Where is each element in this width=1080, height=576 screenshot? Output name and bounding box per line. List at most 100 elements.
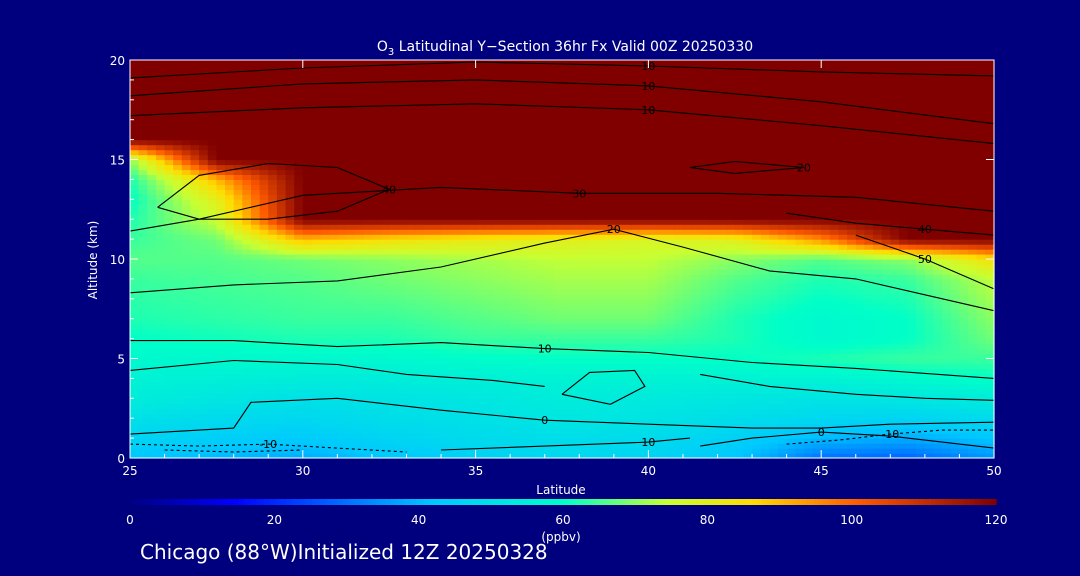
- heatmap-cell: [467, 448, 477, 454]
- heatmap-cell: [536, 438, 546, 444]
- heatmap-cell: [899, 438, 909, 444]
- heatmap-cell: [328, 438, 338, 444]
- heatmap-cell: [415, 283, 425, 290]
- heatmap-cell: [441, 343, 451, 350]
- heatmap-cell: [458, 343, 468, 350]
- heatmap-cell: [553, 383, 563, 389]
- heatmap-cell: [276, 378, 287, 384]
- heatmap-cell: [501, 383, 511, 389]
- heatmap-cell: [847, 293, 857, 300]
- heatmap-cell: [691, 234, 701, 240]
- heatmap-cell: [683, 269, 693, 275]
- heatmap-cell: [302, 249, 312, 255]
- heatmap-cell: [233, 239, 243, 245]
- heatmap-cell: [242, 383, 252, 389]
- heatmap-cell: [518, 209, 528, 215]
- heatmap-cell: [475, 353, 485, 360]
- heatmap-cell: [510, 358, 520, 365]
- heatmap-cell: [562, 313, 572, 320]
- heatmap-cell: [769, 363, 779, 370]
- heatmap-cell: [734, 448, 744, 454]
- heatmap-cell: [916, 288, 926, 295]
- heatmap-cell: [562, 433, 572, 439]
- heatmap-cell: [855, 318, 865, 325]
- heatmap-cell: [743, 413, 753, 419]
- heatmap-cell: [734, 224, 744, 230]
- heatmap-cell: [631, 254, 641, 260]
- heatmap-cell: [795, 368, 805, 374]
- heatmap-cell: [950, 443, 960, 449]
- heatmap-cell: [389, 348, 399, 355]
- heatmap-cell: [976, 348, 986, 355]
- heatmap-cell: [190, 313, 200, 320]
- heatmap-cell: [968, 293, 978, 300]
- heatmap-cell: [432, 244, 442, 250]
- heatmap-cell: [924, 343, 935, 350]
- heatmap-cell: [302, 338, 312, 345]
- heatmap-cell: [225, 423, 235, 429]
- heatmap-cell: [484, 293, 494, 300]
- heatmap-cell: [596, 323, 606, 330]
- heatmap-cell: [406, 413, 416, 419]
- heatmap-cell: [933, 234, 943, 240]
- heatmap-cell: [501, 244, 511, 250]
- heatmap-cell: [225, 373, 235, 379]
- heatmap-cell: [337, 448, 347, 454]
- heatmap-cell: [415, 224, 425, 230]
- heatmap-cell: [242, 283, 252, 290]
- heatmap-cell: [950, 278, 960, 285]
- heatmap-cell: [639, 264, 649, 270]
- heatmap-cell: [873, 428, 883, 434]
- heatmap-cell: [760, 278, 770, 285]
- heatmap-cell: [821, 224, 831, 230]
- heatmap-cell: [916, 214, 926, 220]
- heatmap-cell: [717, 388, 727, 394]
- heatmap-cell: [251, 269, 261, 275]
- heatmap-cell: [207, 428, 217, 434]
- heatmap-cell: [346, 259, 356, 265]
- heatmap-cell: [855, 219, 865, 225]
- heatmap-cell: [354, 443, 364, 449]
- heatmap-cell: [380, 298, 390, 305]
- heatmap-cell: [527, 353, 537, 360]
- heatmap-cell: [924, 373, 935, 379]
- heatmap-cell: [743, 433, 753, 439]
- heatmap-cell: [276, 303, 287, 310]
- heatmap-cell: [363, 293, 373, 300]
- heatmap-cell: [207, 273, 217, 280]
- heatmap-cell: [916, 313, 926, 320]
- heatmap-cell: [708, 214, 719, 220]
- heatmap-cell: [397, 224, 407, 230]
- heatmap-cell: [233, 259, 243, 265]
- heatmap-cell: [225, 398, 235, 404]
- heatmap-cell: [734, 249, 744, 255]
- heatmap-cell: [803, 328, 814, 335]
- heatmap-cell: [458, 219, 468, 225]
- heatmap-cell: [130, 254, 140, 260]
- heatmap-cell: [648, 428, 658, 434]
- heatmap-cell: [726, 383, 736, 389]
- heatmap-cell: [942, 438, 952, 444]
- heatmap-cell: [553, 224, 563, 230]
- heatmap-cell: [855, 298, 865, 305]
- heatmap-cell: [587, 259, 598, 265]
- heatmap-cell: [199, 224, 209, 230]
- heatmap-cell: [907, 353, 917, 360]
- heatmap-cell: [674, 418, 684, 424]
- heatmap-cell: [173, 313, 183, 320]
- heatmap-cell: [829, 264, 839, 270]
- heatmap-cell: [328, 298, 338, 305]
- heatmap-cell: [536, 303, 546, 310]
- heatmap-cell: [138, 259, 148, 265]
- heatmap-cell: [337, 433, 347, 439]
- heatmap-cell: [467, 323, 477, 330]
- heatmap-cell: [371, 259, 382, 265]
- heatmap-cell: [302, 433, 312, 439]
- heatmap-cell: [933, 433, 943, 439]
- heatmap-cell: [346, 423, 356, 429]
- heatmap-cell: [700, 338, 710, 345]
- heatmap-cell: [674, 428, 684, 434]
- heatmap-cell: [371, 423, 382, 429]
- heatmap-cell: [847, 448, 857, 454]
- heatmap-cell: [657, 328, 667, 335]
